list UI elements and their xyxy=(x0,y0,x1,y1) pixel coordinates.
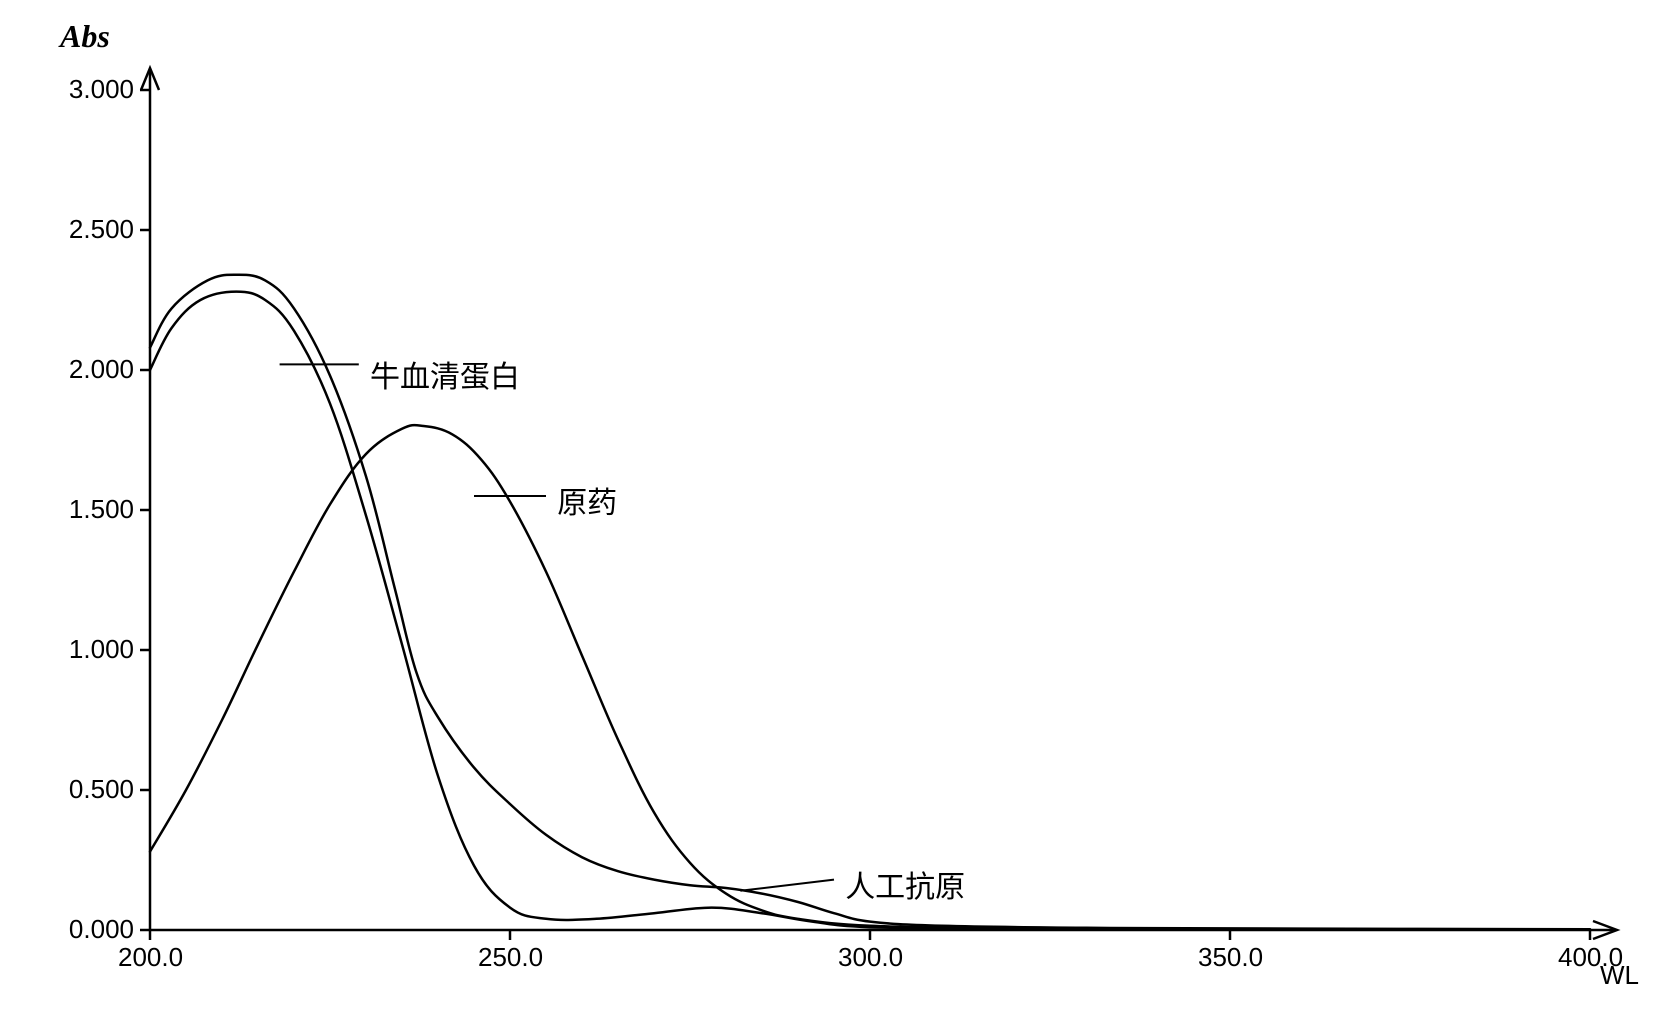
series-antigen xyxy=(150,275,1590,929)
series-drug xyxy=(150,425,1590,929)
series-label-antigen: 人工抗原 xyxy=(845,862,965,906)
x-tick-label: 200.0 xyxy=(118,942,183,973)
spectrum-chart: Abs WL 0.0000.5001.0001.5002.0002.5003.0… xyxy=(0,0,1659,1028)
series-label-bsa: 牛血清蛋白 xyxy=(370,352,520,396)
x-tick-label: 400.0 xyxy=(1558,942,1623,973)
y-tick-label: 0.500 xyxy=(69,774,134,805)
y-tick-label: 3.000 xyxy=(69,74,134,105)
series-bsa xyxy=(150,292,1590,930)
y-tick-label: 0.000 xyxy=(69,914,134,945)
x-tick-label: 250.0 xyxy=(478,942,543,973)
x-tick-label: 350.0 xyxy=(1198,942,1263,973)
x-tick-label: 300.0 xyxy=(838,942,903,973)
y-tick-label: 1.500 xyxy=(69,494,134,525)
y-tick-label: 2.000 xyxy=(69,354,134,385)
series-label-drug: 原药 xyxy=(557,478,617,522)
chart-svg xyxy=(0,0,1659,1028)
y-tick-label: 1.000 xyxy=(69,634,134,665)
y-tick-label: 2.500 xyxy=(69,214,134,245)
